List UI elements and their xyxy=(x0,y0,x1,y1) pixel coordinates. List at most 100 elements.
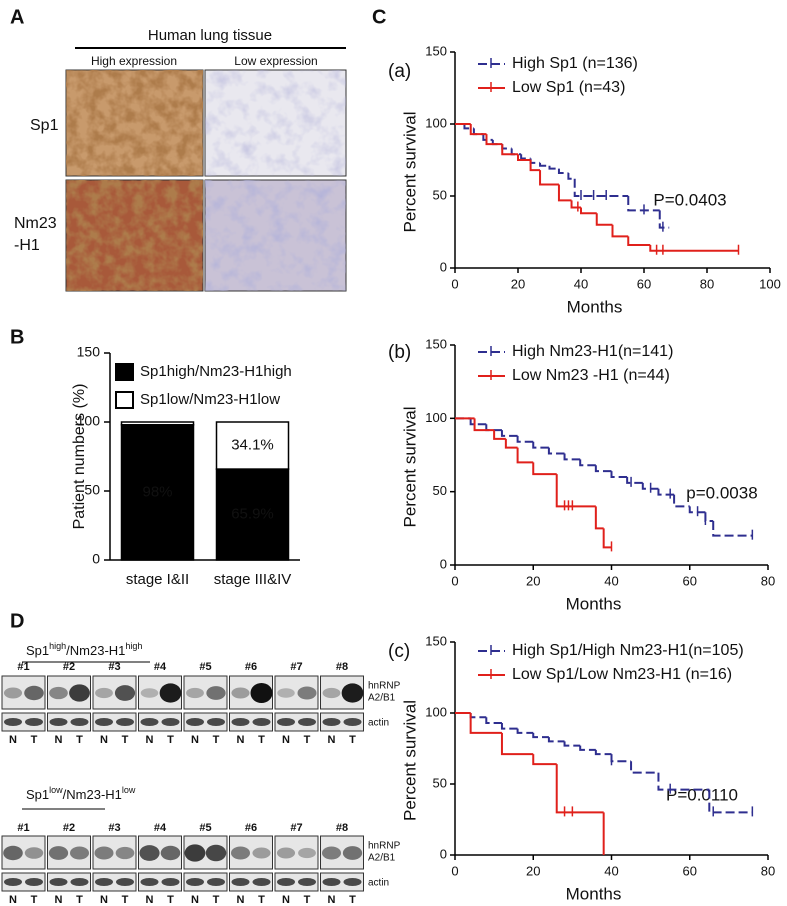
lane-label: N xyxy=(100,734,108,746)
survival-step xyxy=(529,158,541,164)
band xyxy=(277,688,295,698)
lane-label: T xyxy=(31,894,38,906)
survival-step xyxy=(504,438,518,449)
x-tick-label: 20 xyxy=(511,276,525,291)
survival-step xyxy=(602,528,612,549)
panel-sublabel: (b) xyxy=(388,342,411,363)
survival-step xyxy=(516,435,534,443)
bar-segment xyxy=(215,421,290,470)
band xyxy=(231,846,250,860)
band xyxy=(114,685,136,701)
band xyxy=(322,878,341,886)
header-part: low xyxy=(49,785,63,795)
band xyxy=(49,878,68,886)
x-tick-label: 60 xyxy=(683,573,697,588)
survival-step xyxy=(547,447,565,455)
band xyxy=(342,846,363,860)
band xyxy=(297,686,317,700)
y-tick-label: 150 xyxy=(425,336,447,351)
band xyxy=(95,687,113,699)
survival-step xyxy=(532,732,549,739)
sample-label: #4 xyxy=(154,661,167,673)
lane-label: T xyxy=(76,894,83,906)
survival-step xyxy=(626,477,643,484)
band xyxy=(140,718,159,726)
x-axis-label: Months xyxy=(567,297,623,316)
survival-step xyxy=(516,728,534,734)
panel-label: D xyxy=(10,610,24,632)
legend-label: High Nm23-H1(n=141) xyxy=(512,343,673,360)
blot-actin xyxy=(320,712,364,732)
blot-header: Sp1high/Nm23-H1high xyxy=(26,641,142,658)
x-tick-label: 40 xyxy=(604,573,618,588)
survival-step xyxy=(580,207,597,215)
lane-label: N xyxy=(282,734,290,746)
survival-step xyxy=(610,471,628,478)
band xyxy=(116,718,134,726)
lane-label: T xyxy=(213,734,220,746)
band xyxy=(231,878,250,886)
band xyxy=(116,878,134,886)
y-tick-label: 100 xyxy=(425,410,447,425)
y-tick-label: 50 xyxy=(433,187,447,202)
survival-step xyxy=(594,506,604,530)
survival-step xyxy=(539,162,550,167)
y-axis-label: Percent survival xyxy=(400,700,419,821)
header-part: Sp1 xyxy=(26,787,49,802)
sample-label: #5 xyxy=(199,661,211,673)
band-label: actin xyxy=(368,718,389,729)
band xyxy=(70,718,89,726)
lane-label: N xyxy=(100,894,108,906)
band xyxy=(25,878,43,886)
lane-label: T xyxy=(258,894,265,906)
lane-label: N xyxy=(237,734,245,746)
band xyxy=(3,687,23,699)
band xyxy=(24,685,44,701)
y-tick-label: 0 xyxy=(440,556,447,571)
survival-step xyxy=(708,789,753,814)
value-label: 98% xyxy=(142,483,172,500)
band-label: actin xyxy=(368,878,389,889)
y-tick-label: 150 xyxy=(77,344,101,360)
survival-step xyxy=(594,465,612,473)
sample-label: #2 xyxy=(63,822,75,834)
x-axis-label: Months xyxy=(566,594,622,613)
x-tick-label: 0 xyxy=(451,276,458,291)
survival-step xyxy=(555,474,596,508)
header-part: /Nm23-H1 xyxy=(63,787,122,802)
survival-step xyxy=(704,512,714,522)
annotation: P=0.0403 xyxy=(653,190,726,209)
bar-segment xyxy=(215,468,290,561)
sample-label: #5 xyxy=(199,822,211,834)
sample-label: #1 xyxy=(17,822,29,834)
x-tick-label: 20 xyxy=(526,863,540,878)
band xyxy=(341,683,364,703)
blot-hnrnp xyxy=(274,835,319,870)
x-axis-label: Months xyxy=(566,884,622,903)
x-tick-label: 80 xyxy=(700,276,714,291)
panel-label: A xyxy=(10,6,24,28)
panel-sublabel: (c) xyxy=(388,641,410,662)
sample-label: #7 xyxy=(290,661,302,673)
blot-actin xyxy=(92,712,137,732)
sample-label: #3 xyxy=(108,661,120,673)
bar-segment xyxy=(120,421,195,426)
band xyxy=(49,686,68,700)
y-tick-label: 100 xyxy=(425,115,447,130)
survival-step xyxy=(611,224,629,238)
blot-actin xyxy=(274,872,319,892)
survival-step xyxy=(673,494,690,508)
band xyxy=(206,686,226,700)
lane-label: N xyxy=(146,734,154,746)
survival-step xyxy=(595,213,613,226)
legend-label: Low Nm23 -H1 (n=44) xyxy=(512,367,670,384)
legend-label: High Sp1/High Nm23-H1(n=105) xyxy=(512,642,744,659)
sample-label: #8 xyxy=(336,822,348,834)
survival-step xyxy=(532,754,557,766)
band xyxy=(48,846,69,860)
survival-step xyxy=(712,521,753,537)
lane-label: N xyxy=(9,734,17,746)
survival-step xyxy=(641,482,659,490)
band xyxy=(205,844,227,862)
